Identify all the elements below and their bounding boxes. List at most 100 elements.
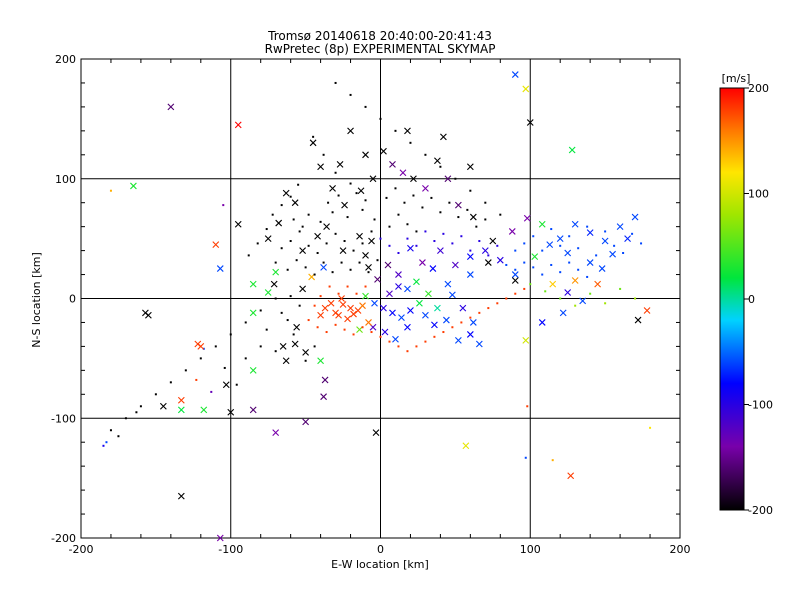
data-point-cross <box>270 280 278 288</box>
data-point-dot <box>355 192 358 195</box>
data-point-dot <box>135 411 138 414</box>
data-point-cross <box>466 253 474 260</box>
data-point-dot <box>415 230 418 233</box>
data-point-dot <box>574 304 577 307</box>
plot-area: -200 -100 0 100 200 -200 -100 0 100 200 <box>51 53 690 556</box>
data-point-cross <box>431 321 438 329</box>
data-point-dot <box>297 183 300 186</box>
data-point-dot <box>577 247 580 250</box>
data-point-dot <box>298 230 301 233</box>
colorbar-tick-label: -100 <box>748 399 773 412</box>
data-point-cross <box>212 241 220 249</box>
data-point-cross <box>444 175 452 183</box>
data-point-dot <box>343 240 346 243</box>
data-point-cross <box>459 304 467 312</box>
data-point-dot <box>415 345 418 348</box>
data-point-dot <box>523 261 526 264</box>
data-point-dot <box>430 196 433 199</box>
data-point-dot <box>364 285 367 288</box>
data-point-cross <box>282 357 290 365</box>
data-point-dot <box>292 218 295 221</box>
data-point-dot <box>265 228 268 231</box>
y-tick-label: 0 <box>69 293 76 306</box>
data-point-dot <box>346 285 349 288</box>
data-point-cross <box>299 247 307 254</box>
data-point-cross <box>531 253 539 260</box>
data-point-cross <box>466 163 474 171</box>
data-point-dot <box>586 275 589 278</box>
data-point-cross <box>395 283 402 290</box>
data-point-dot <box>352 249 355 252</box>
data-point-cross <box>249 309 257 317</box>
data-point-dot <box>334 81 337 84</box>
data-point-cross <box>469 319 477 326</box>
data-point-cross <box>249 406 257 414</box>
data-point-dot <box>466 208 469 211</box>
data-point-dot <box>376 259 379 262</box>
data-point-dot <box>550 263 553 266</box>
data-point-cross <box>496 256 504 264</box>
data-point-dot <box>358 261 361 264</box>
data-point-dot <box>195 378 198 381</box>
data-point-cross <box>410 175 417 183</box>
data-point-dot <box>649 426 652 429</box>
data-point-cross <box>546 241 554 249</box>
data-point-cross <box>338 295 345 302</box>
data-point-cross <box>386 290 393 298</box>
data-point-dot <box>247 254 250 257</box>
data-point-dot <box>349 93 352 96</box>
data-point-cross <box>357 187 365 195</box>
data-point-cross <box>594 280 602 288</box>
data-point-dot <box>406 350 409 353</box>
data-point-dot <box>442 232 445 235</box>
data-point-cross <box>272 429 280 437</box>
data-point-cross <box>335 311 342 319</box>
data-point-cross <box>264 289 272 296</box>
data-point-cross <box>314 232 321 240</box>
y-tick-label: 100 <box>55 173 76 186</box>
data-point-dot <box>415 244 418 247</box>
x-axis-label: E-W location [km] <box>331 558 429 571</box>
data-point-cross <box>365 319 372 326</box>
data-point-dot <box>424 153 427 156</box>
data-point-cross <box>429 265 437 272</box>
data-point-cross <box>344 315 351 323</box>
data-point-cross <box>380 147 387 155</box>
data-point-cross <box>466 331 474 338</box>
data-point-cross <box>227 408 235 416</box>
data-point-dot <box>109 429 112 432</box>
data-point-dot <box>388 340 391 343</box>
data-point-dot <box>523 287 526 290</box>
data-point-dot <box>619 287 622 290</box>
data-point-dot <box>117 435 120 438</box>
data-point-dot <box>259 345 262 348</box>
data-point-cross <box>327 299 335 307</box>
data-point-dot <box>541 249 544 252</box>
x-tick-label: -100 <box>218 543 243 556</box>
colorbar-tick-label: -200 <box>748 504 773 517</box>
data-point-dot <box>244 357 247 360</box>
data-point-dot <box>484 201 487 204</box>
data-point-dot <box>322 261 325 264</box>
data-point-cross <box>264 235 272 243</box>
data-point-dot <box>349 182 352 185</box>
data-point-cross <box>444 280 452 288</box>
data-point-dot <box>235 383 238 386</box>
data-point-dot <box>286 319 289 322</box>
data-point-cross <box>601 237 609 245</box>
data-point-dot <box>550 228 553 231</box>
data-point-dot <box>551 459 554 462</box>
data-point-dot <box>124 417 127 420</box>
data-point-cross <box>374 275 381 283</box>
data-point-cross <box>481 247 489 254</box>
data-point-cross <box>329 184 336 192</box>
data-point-cross <box>323 223 330 231</box>
data-point-dot <box>524 456 527 459</box>
colorbar-bar <box>719 87 745 511</box>
data-point-dot <box>364 199 367 202</box>
data-point-cross <box>416 299 423 307</box>
data-point-cross <box>362 292 369 300</box>
data-point-dot <box>451 326 454 329</box>
data-point-cross <box>321 376 329 384</box>
data-point-dot <box>349 268 352 271</box>
